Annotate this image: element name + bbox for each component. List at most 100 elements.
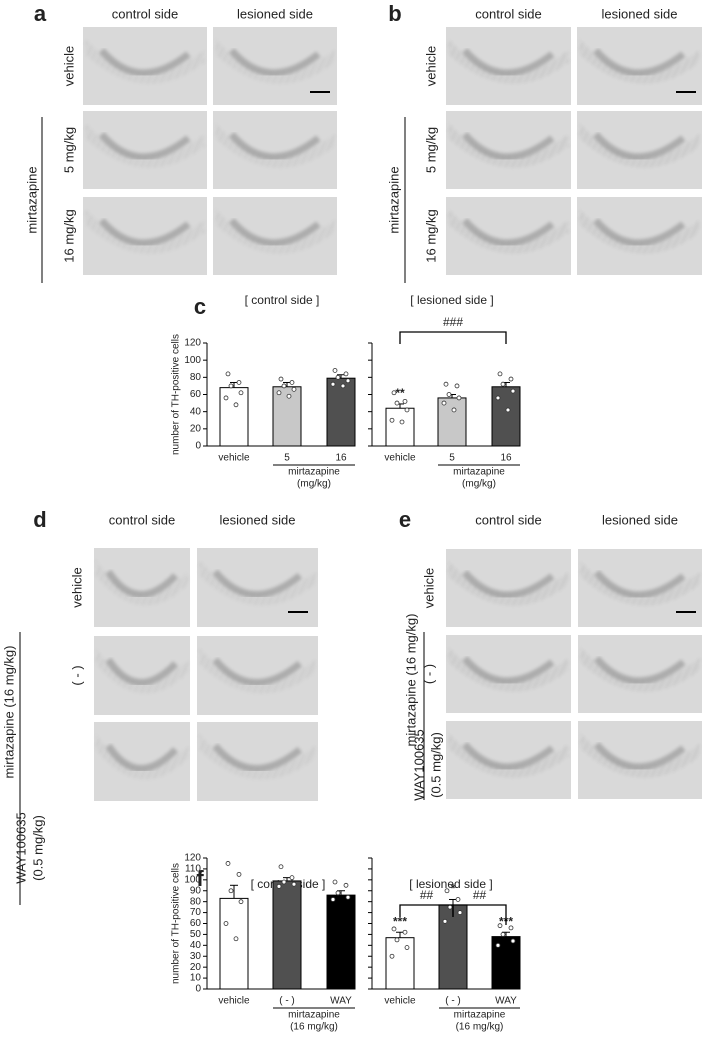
tissue-stain [85,122,205,168]
data-point [228,383,234,389]
column-label: control side [109,512,175,527]
data-point [289,875,295,881]
column-label: control side [475,6,541,21]
data-point [281,383,287,389]
tissue-core [98,132,191,161]
data-point [238,390,244,396]
bar [385,937,415,990]
bar [385,407,415,447]
tissue-stain [579,122,700,168]
data-point [495,395,501,401]
data-point [236,380,242,385]
y-tick-label: 20 [190,962,202,973]
y-tick-label: 40 [190,940,202,951]
x-tick-label: vehicle [384,996,416,1007]
tissue-core [593,656,686,685]
data-point [345,894,351,900]
tissue-stain [580,732,700,778]
y-axis-label: number of TH-positive cells [171,863,182,984]
y-tick-label: 0 [195,984,201,995]
tissue-core [593,48,686,77]
data-point [500,381,506,387]
column-label: lesioned side [602,512,678,527]
data-point [455,897,461,902]
tissue-core [98,48,191,77]
group-label: (mg/kg) [297,479,331,490]
tissue-core [593,132,686,161]
row-label: ( - ) [69,665,84,685]
panel-letter: a [34,1,47,26]
bracket [399,331,507,344]
tissue-stain [579,208,700,254]
data-point [335,890,341,896]
y-tick-label: 90 [190,885,202,896]
data-point [497,371,503,377]
tissue-core [462,742,555,771]
data-point [442,918,448,924]
x-tick-label: ( - ) [445,996,461,1007]
tissue-stain [579,38,700,84]
y-tick-label: 60 [190,389,202,400]
bar [437,397,467,447]
bar [272,880,302,990]
data-point [225,371,231,377]
group-label: mirtazapine (16 mg/kg) [403,614,418,747]
row-label: ( - ) [421,664,436,684]
data-point [510,938,516,944]
data-point [238,899,244,905]
data-point [402,929,408,935]
data-point [236,871,242,877]
data-point [404,407,410,413]
data-point [508,376,514,382]
data-point [233,936,239,942]
tissue-core [462,656,555,685]
group-label: mirtazapine [454,1010,506,1021]
x-tick-label: ( - ) [279,996,295,1007]
data-point [330,897,336,902]
significance: * [451,882,456,896]
chart-header: [ lesioned side ] [409,877,492,891]
group-label: (16 mg/kg) [456,1022,504,1033]
tissue-stain [580,646,700,692]
bracket-label: ### [443,315,463,329]
x-tick-label: WAY [495,996,517,1007]
y-tick-label: 80 [190,896,202,907]
tissue-stain [448,732,569,778]
tissue-core [228,218,321,247]
data-point [332,879,338,885]
group-label: (16 mg/kg) [290,1022,338,1033]
panel-letter: c [194,294,206,319]
data-point [291,881,297,887]
data-point [343,371,349,377]
y-axis-label: number of TH-positive cells [171,334,182,455]
bar [326,377,356,447]
group-label: mirtazapine [288,1010,340,1021]
data-point [454,383,460,389]
tissue-stain [95,733,189,780]
y-tick-label: 100 [184,355,201,366]
panel-letter: d [33,507,46,532]
tissue-stain [85,38,205,84]
tissue-stain [215,38,335,84]
bar [326,894,356,990]
row-label: 16 mg/kg [423,209,438,262]
tissue-stain [448,122,569,168]
data-point [443,381,449,387]
tissue-stain [95,559,189,606]
tissue-stain [215,122,335,168]
panel-letter: b [388,1,401,26]
tissue-stain [215,208,335,254]
y-tick-label: 20 [190,423,202,434]
x-tick-label: vehicle [384,453,416,464]
data-point [225,861,231,866]
row-label: WAY100635 [13,812,28,884]
tissue-core [462,48,555,77]
bar [491,386,521,447]
tissue-stain [448,560,569,606]
y-tick-label: 60 [190,918,202,929]
tissue-core [593,570,686,599]
row-label: vehicle [421,568,436,608]
y-tick-label: 50 [190,929,202,940]
column-label: control side [112,6,178,21]
